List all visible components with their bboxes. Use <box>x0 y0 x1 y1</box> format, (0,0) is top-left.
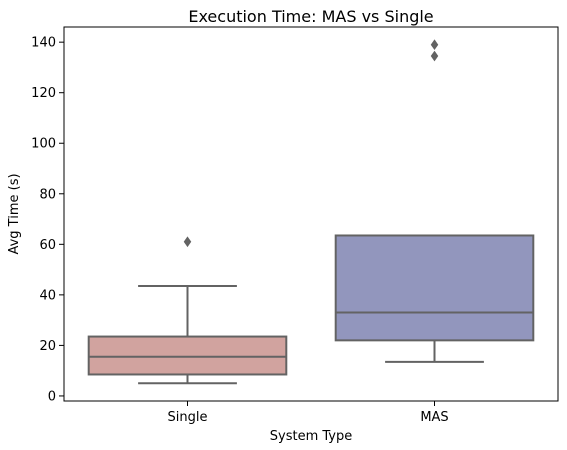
x-axis-label: System Type <box>270 429 352 444</box>
plot-frame <box>63 26 559 402</box>
y-tick-label: 140 <box>31 36 56 51</box>
y-tick-label: 60 <box>39 238 56 253</box>
y-axis-label: Avg Time (s) <box>7 173 22 254</box>
y-tick-label: 40 <box>39 288 56 303</box>
y-tick-label: 120 <box>31 86 56 101</box>
y-tick-label: 80 <box>39 187 56 202</box>
y-tick-label: 100 <box>31 137 56 152</box>
chart-title: Execution Time: MAS vs Single <box>188 7 433 26</box>
y-axis: 0 20 40 60 80 100 120 140 <box>31 36 64 404</box>
x-tick-label: Single <box>168 410 208 425</box>
outlier-point <box>183 236 192 248</box>
iqr-box <box>334 234 535 342</box>
box-group-mas <box>334 39 535 363</box>
outlier-point <box>430 50 439 62</box>
plot-marks <box>87 39 535 385</box>
outlier-point <box>430 39 439 51</box>
x-tick-label: MAS <box>420 410 448 425</box>
iqr-box <box>87 335 288 376</box>
y-tick-label: 20 <box>39 339 56 354</box>
y-tick-label: 0 <box>48 389 56 404</box>
x-axis: Single MAS <box>168 401 449 425</box>
box-group-single <box>87 236 288 385</box>
